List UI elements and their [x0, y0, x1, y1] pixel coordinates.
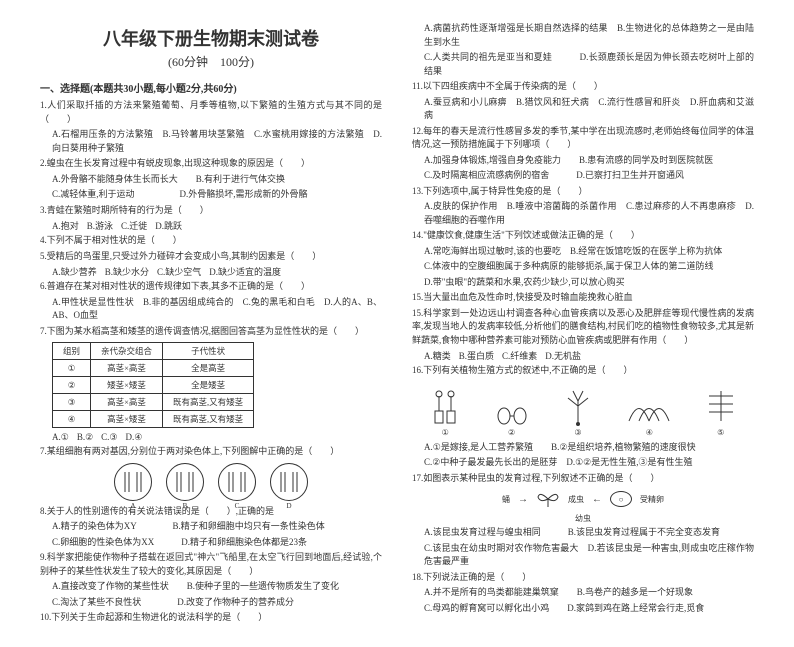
q3-opts: A.抱对B.游泳C.迁徙D.跳跃 — [52, 219, 382, 232]
plant-1: ① — [425, 386, 465, 437]
cell-c: C — [218, 463, 256, 501]
question-11: 10.下列关于生命起源和生物进化的说法科学的是（ ） — [40, 611, 382, 625]
cell-b: B — [166, 463, 204, 501]
plant-4: ④ — [624, 386, 674, 437]
question-10: 9.科学家把能使作物种子搭载在返回式"神六"飞船里,在太空飞行回到地面后,经试验… — [40, 551, 382, 578]
question-5: 5.受精后的鸟蛋里,只受过外力碰碎才会变成小鸟,其制约因素是（ ） — [40, 250, 382, 264]
plant-5: ⑤ — [701, 386, 741, 437]
question-9: 8.关于人的性别遗传的有关说法错误的是（ ）,正确的是 — [40, 505, 382, 519]
question-2: 2.蝗虫在生长发育过程中有蜕皮现象,出现这种现象的原因是（ ） — [40, 157, 382, 171]
question-r15: 15.科学家到一处边远山村调查各种心血管疾病以及恶心及肥胖症等现代慢性病的发病率… — [412, 307, 754, 348]
question-3: 3.青蛙在繁殖时期所特有的行为是（ ） — [40, 204, 382, 218]
q7-opts: A.①B.②C.③D.④ — [52, 432, 382, 443]
left-column: 八年级下册生物期末测试卷 (60分钟 100分) 一、选择题(本题共30小题,每… — [40, 20, 382, 627]
question-6: 6.普遍存在某对相对性状的遗传规律如下表,其多不正确的是（ ） — [40, 280, 382, 294]
question-8: 7.某组细胞有两对基因,分别位于两对染色体上,下列图解中正确的是（ ） — [40, 445, 382, 459]
butterfly-icon — [536, 489, 560, 509]
plant-2: ② — [492, 386, 532, 437]
question-r11: 11.以下四组疾病中不全属于传染病的是（ ） — [412, 80, 754, 94]
plant-diagram: ① ② ③ ④ ⑤ — [412, 382, 754, 437]
genetics-table: 组别亲代杂交组合子代性状 ①高茎×高茎全是高茎 ②矮茎×矮茎全是矮茎 ③高茎×高… — [52, 342, 254, 428]
question-r15a: 15.当大量出血危及性命时,快接受及时输血能挽救心脏血 — [412, 291, 754, 305]
egg-label: 受精卵 — [640, 494, 664, 505]
question-r16: 16.下列有关植物生殖方式的叙述中,不正确的是（ ） — [412, 364, 754, 378]
section-1-header: 一、选择题(本题共30小题,每小题2分,共60分) — [40, 80, 382, 95]
question-r13: 13.下列选项中,属于特异性免疫的是（ ） — [412, 185, 754, 199]
q2-opts: A.外骨骼不能随身体生长而长大 B.有利于进行气体交换 — [40, 173, 382, 187]
larva-label: 幼虫 — [412, 513, 754, 524]
q1-opts: A.石榴用压条的方法繁殖 B.马铃薯用块茎繁殖 C.水蜜桃用嫁接的方法繁殖 D.… — [40, 128, 382, 155]
question-7: 7.下图为某水稻高茎和矮茎的遗传调查情况,据图回答高茎为显性性状的是（ ） — [40, 325, 382, 339]
question-r17: 17.如图表示某种昆虫的发育过程,下列叙述不正确的是（ ） — [412, 472, 754, 486]
exam-subtitle: (60分钟 100分) — [40, 53, 382, 70]
exam-title: 八年级下册生物期末测试卷 — [40, 25, 382, 51]
chromosome-diagram: A B C D — [40, 463, 382, 501]
insect-lifecycle: 蛹 → 成虫 ← ○ 受精卵 — [412, 489, 754, 509]
egg-icon: ○ — [610, 491, 632, 507]
question-1: 1.人们采取扦插的方法来繁殖葡萄、月季等植物,以下繁殖的生殖方式与其不同的是（ … — [40, 99, 382, 126]
cell-a: A — [114, 463, 152, 501]
question-4: 4.下列不属于相对性状的是（ ） — [40, 234, 382, 248]
question-r18: 18.下列说法正确的是（ ） — [412, 571, 754, 585]
q5-opts: A.缺少营养B.缺少水分C.缺少空气D.缺少适宜的温度 — [52, 265, 382, 278]
right-column: A.病菌抗药性逐渐增强是长期自然选择的结果 B.生物进化的总体趋势之一是由陆生到… — [412, 20, 754, 627]
plant-3: ③ — [558, 386, 598, 437]
cell-d: D — [270, 463, 308, 501]
question-r14: 14."健康饮食,健康生活"下列饮述或做法正确的是（ ） — [412, 229, 754, 243]
question-r12: 12.每年的春天是流行性感冒多发的季节,某中学在出现流感时,老师始终每位同学的体… — [412, 125, 754, 152]
pupa-label: 蛹 — [502, 494, 510, 505]
adult-label: 成虫 — [568, 494, 584, 505]
